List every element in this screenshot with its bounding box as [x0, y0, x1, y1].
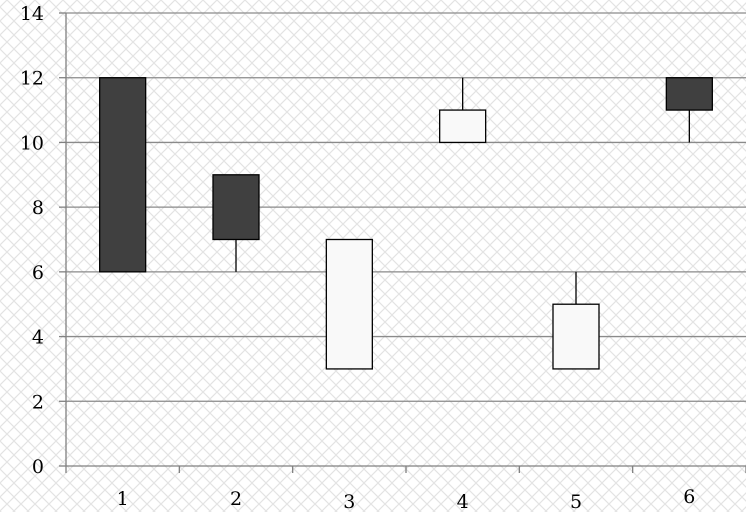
x-tick-labels: 1 2 3 4 5 6	[117, 486, 696, 512]
y-tick-labels: 0 2 4 6 8 10 12 14	[20, 3, 44, 478]
y-tick-label: 14	[20, 3, 44, 25]
y-tick-label: 0	[32, 456, 44, 478]
y-tick-label: 6	[32, 262, 44, 284]
candle-6	[665, 77, 713, 143]
x-tick-label: 6	[683, 486, 695, 508]
candle-3	[325, 238, 373, 370]
candle-5	[552, 271, 600, 370]
x-tick-label: 2	[230, 488, 242, 510]
y-tick-label: 8	[32, 197, 44, 219]
candle-body-falling	[552, 303, 600, 370]
candle-2	[212, 174, 260, 272]
axes	[59, 12, 746, 473]
candle-body-falling	[439, 109, 487, 144]
candles	[99, 77, 713, 370]
y-tick-label: 2	[32, 391, 44, 413]
y-tick-label: 4	[32, 327, 44, 349]
x-tick-label: 5	[570, 491, 582, 512]
x-tick-label: 4	[457, 491, 469, 512]
y-tick-label: 12	[20, 68, 44, 90]
candle-body-falling	[325, 238, 373, 370]
candle-1	[99, 77, 147, 273]
gridlines	[66, 12, 746, 402]
candle-body-rising	[665, 77, 713, 111]
candle-body-rising	[212, 174, 260, 241]
candle-body-rising	[99, 77, 147, 273]
y-tick-label: 10	[20, 132, 44, 154]
x-tick-label: 3	[343, 491, 355, 512]
x-tick-label: 1	[117, 488, 129, 510]
candle-4	[439, 77, 487, 144]
